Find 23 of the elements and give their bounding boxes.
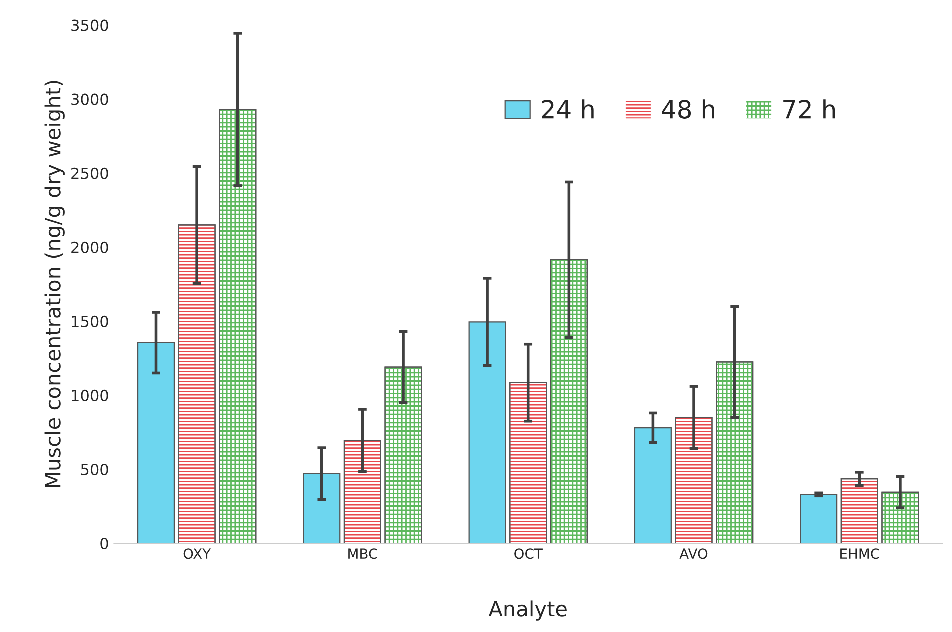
y-tick-label: 2500 — [72, 168, 108, 180]
x-tick-label: OXY — [184, 548, 212, 560]
legend-label: 48 h — [662, 100, 714, 119]
bar — [800, 494, 838, 544]
y-tick-label: 1500 — [72, 316, 108, 328]
bar — [634, 427, 672, 544]
x-tick-label: MBC — [348, 548, 378, 560]
y-tick-label: 1000 — [72, 390, 108, 402]
y-tick-label: 3000 — [72, 94, 108, 106]
x-tick-label: OCT — [514, 548, 543, 560]
legend-label: 24 h — [542, 100, 594, 119]
bar — [137, 342, 176, 544]
legend-label: 72 h — [784, 100, 836, 119]
y-tick-label: 2000 — [72, 242, 108, 254]
x-tick-label: EHMC — [840, 548, 880, 560]
bar — [468, 322, 506, 544]
bar — [303, 473, 341, 544]
y-tick-label: 500 — [81, 464, 108, 476]
x-tick-label: AVO — [680, 548, 708, 560]
x-axis-title: Analyte — [488, 600, 567, 621]
y-tick-label: 3500 — [72, 20, 108, 32]
y-tick-label: 0 — [100, 538, 108, 550]
y-axis-title: Muscle concentration (ng/g dry weight) — [44, 81, 65, 488]
